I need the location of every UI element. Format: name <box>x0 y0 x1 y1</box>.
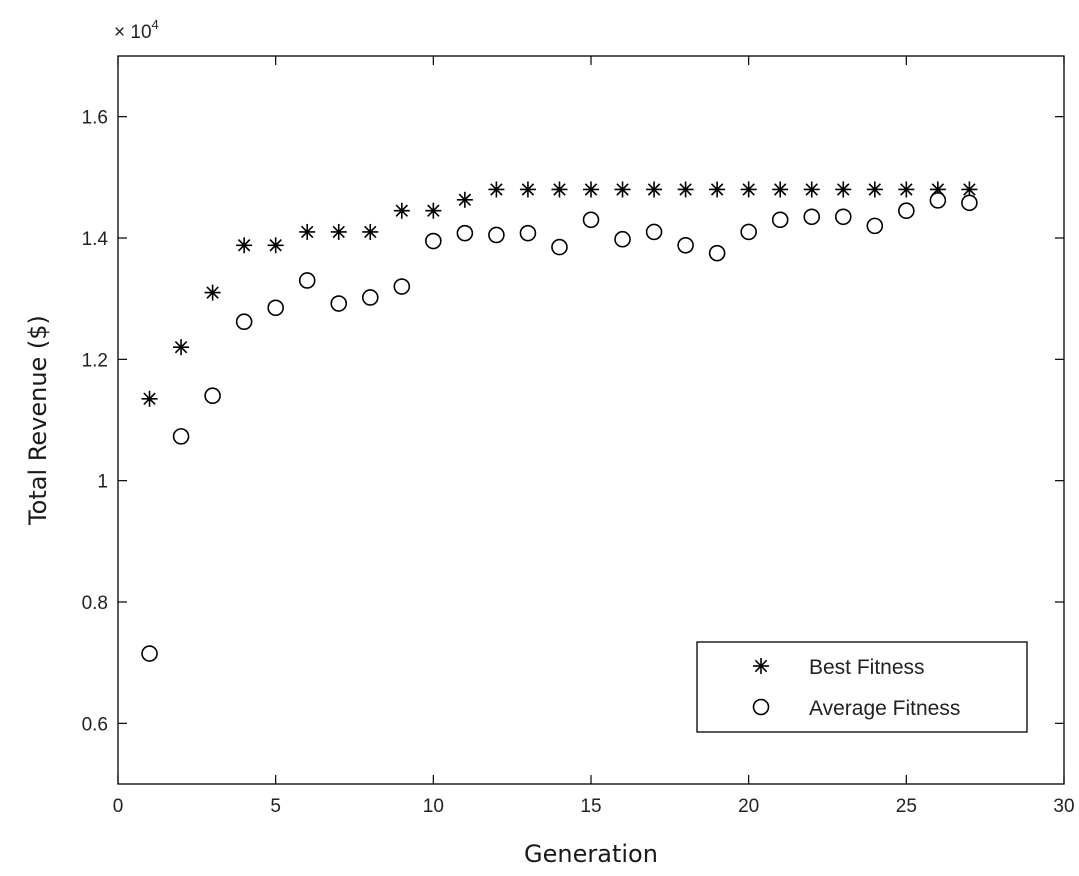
x-axis-label: Generation <box>524 840 658 868</box>
data-point <box>426 234 441 249</box>
y-exponent-power: 4 <box>152 17 159 32</box>
data-point <box>551 181 567 197</box>
data-point <box>804 181 820 197</box>
data-point <box>520 226 535 241</box>
data-point <box>646 181 662 197</box>
data-point <box>741 181 757 197</box>
data-point <box>457 226 472 241</box>
x-tick-label: 10 <box>423 796 444 817</box>
data-point <box>678 181 694 197</box>
data-point <box>898 181 914 197</box>
data-point <box>552 240 567 255</box>
data-point <box>425 203 441 219</box>
x-tick-label: 25 <box>896 796 917 817</box>
data-point <box>174 429 189 444</box>
x-tick-label: 30 <box>1053 796 1074 817</box>
data-point <box>615 232 630 247</box>
data-point <box>899 203 914 218</box>
data-point <box>709 181 725 197</box>
data-point <box>457 192 473 208</box>
y-tick-label: 1.4 <box>82 229 109 250</box>
data-point <box>268 237 284 253</box>
data-point <box>710 246 725 261</box>
data-point <box>773 212 788 227</box>
data-point <box>236 237 252 253</box>
data-point <box>362 224 378 240</box>
data-point <box>804 209 819 224</box>
x-tick-label: 0 <box>113 796 124 817</box>
data-point <box>142 391 158 407</box>
data-point <box>142 646 157 661</box>
data-point <box>205 388 220 403</box>
data-point <box>962 195 977 210</box>
data-point <box>268 300 283 315</box>
y-tick-label: 1.2 <box>82 350 108 371</box>
data-point <box>930 193 945 208</box>
y-axis-label: Total Revenue ($) <box>24 315 52 526</box>
x-tick-label: 5 <box>270 796 281 817</box>
y-tick-label: 0.6 <box>82 714 108 735</box>
data-point <box>615 181 631 197</box>
legend-label-average-fitness: Average Fitness <box>809 697 960 720</box>
data-point <box>299 224 315 240</box>
legend: Best Fitness Average Fitness <box>697 642 1027 732</box>
legend-marker-average-fitness <box>754 700 769 715</box>
data-point <box>835 181 851 197</box>
data-point <box>173 339 189 355</box>
data-point <box>205 285 221 301</box>
x-tick-label: 15 <box>580 796 601 817</box>
legend-circle-icon <box>754 700 769 715</box>
data-point <box>331 296 346 311</box>
data-point <box>394 203 410 219</box>
y-exponent-label: × 104 <box>114 17 159 43</box>
data-point <box>520 181 536 197</box>
y-tick-label: 1.6 <box>82 108 108 129</box>
data-point <box>300 273 315 288</box>
data-point <box>488 181 504 197</box>
data-point <box>647 224 662 239</box>
data-point <box>363 290 378 305</box>
legend-star-icon <box>753 658 769 674</box>
legend-marker-best-fitness <box>753 658 769 674</box>
data-point <box>584 212 599 227</box>
data-point <box>836 209 851 224</box>
y-tick-label: 1 <box>97 472 108 493</box>
data-point <box>489 227 504 242</box>
data-point <box>867 181 883 197</box>
data-point <box>772 181 788 197</box>
series-best-fitness <box>142 181 978 406</box>
data-point <box>394 279 409 294</box>
data-point <box>237 314 252 329</box>
data-point <box>741 224 756 239</box>
x-tick-label: 20 <box>738 796 759 817</box>
data-point <box>583 181 599 197</box>
data-point <box>331 224 347 240</box>
series-average-fitness <box>142 193 977 661</box>
data-point <box>678 238 693 253</box>
legend-label-best-fitness: Best Fitness <box>809 656 925 679</box>
data-point <box>867 218 882 233</box>
y-tick-label: 0.8 <box>82 593 108 614</box>
